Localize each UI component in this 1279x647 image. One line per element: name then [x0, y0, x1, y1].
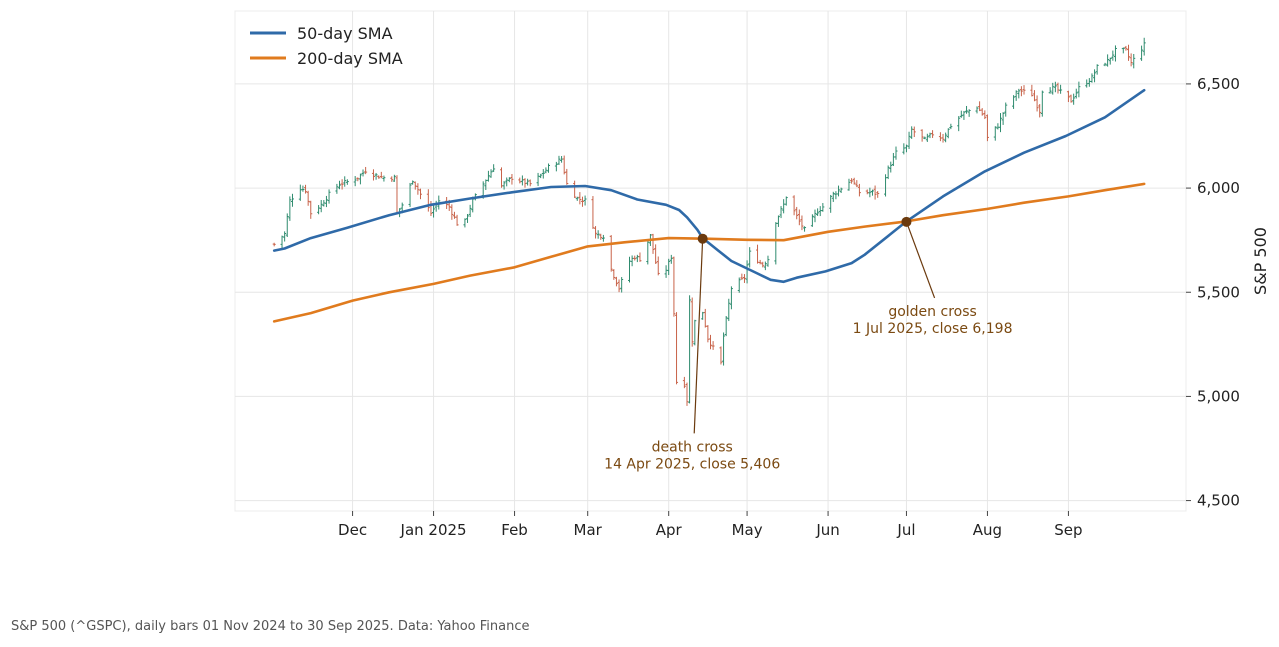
y-tick-label: 6,000 [1197, 179, 1240, 197]
death-cross-detail: 14 Apr 2025, close 5,406 [604, 456, 780, 472]
y-axis-title: S&P 500 [1251, 227, 1270, 295]
legend-label-sma50-line: 50-day SMA [297, 24, 393, 43]
golden-cross-label: golden cross [888, 304, 976, 320]
y-tick-label: 5,000 [1197, 387, 1240, 405]
death-cross-label: death cross [652, 439, 733, 455]
y-tick-label: 6,500 [1197, 75, 1240, 93]
price-bars [272, 37, 1146, 406]
death-cross-arrow [693, 238, 704, 434]
x-tick-label: Dec [338, 521, 367, 539]
golden-cross-arrow [905, 221, 936, 299]
legend-label-sma200-line: 200-day SMA [297, 49, 403, 68]
x-tick-label: May [732, 521, 763, 539]
axes: 4,500 5,000 5,500 6,000 6,500 Dec Jan 2025 Feb M… [338, 75, 1270, 539]
sma200-line [272, 182, 1146, 323]
plot-frame [234, 10, 1187, 512]
x-tick-label: Feb [501, 521, 528, 539]
sma-lines [272, 88, 1146, 323]
golden-cross-detail: 1 Jul 2025, close 6,198 [853, 321, 1013, 337]
death-cross-marker [697, 233, 708, 244]
x-tick-label: Jun [815, 521, 839, 539]
sma50-line [272, 88, 1146, 284]
x-tick-label: Jan 2025 [400, 521, 467, 539]
gridlines [234, 10, 1187, 512]
x-tick-label: Sep [1054, 521, 1082, 539]
x-tick-label: Aug [973, 521, 1002, 539]
golden-cross-marker [901, 216, 912, 227]
y-tick-label: 4,500 [1197, 492, 1240, 510]
chart-caption: S&P 500 (^GSPC), daily bars 01 Nov 2024 … [11, 619, 530, 634]
legend: 50-day SMA 200-day SMA [250, 24, 403, 68]
x-tick-label: Apr [656, 521, 683, 539]
y-tick-label: 5,500 [1197, 283, 1240, 301]
x-tick-label: Jul [896, 521, 915, 539]
x-tick-label: Mar [574, 521, 603, 539]
